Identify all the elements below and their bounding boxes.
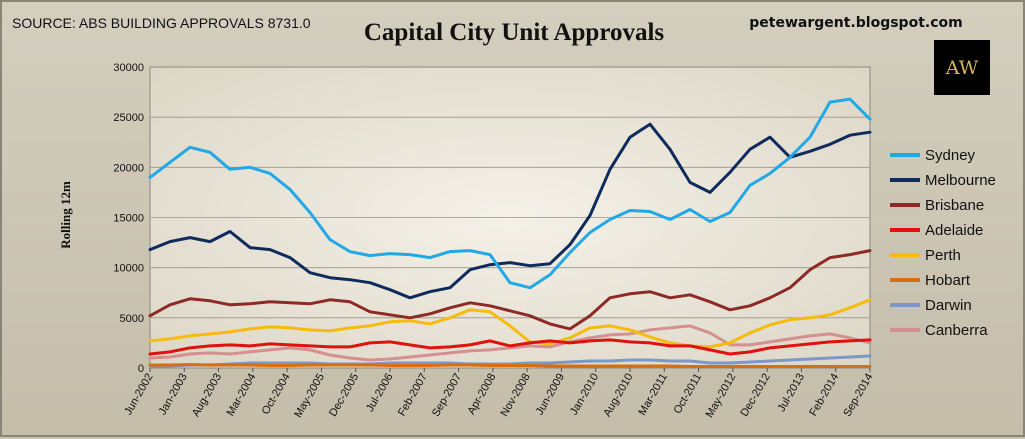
legend-item-brisbane: Brisbane (890, 197, 984, 214)
legend-item-melbourne: Melbourne (890, 172, 996, 189)
y-axis-label: Rolling 12m (58, 181, 73, 249)
series-line-canberra (148, 324, 872, 362)
legend-label: Sydney (925, 147, 976, 164)
x-tick-label: Sep-2014 (841, 372, 875, 419)
x-tick-label: Jan-2010 (568, 372, 601, 418)
x-tick-label: Feb-2014 (807, 372, 841, 419)
x-tick-label: Sep-2007 (430, 372, 464, 419)
x-tick-label: Jun-2009 (534, 372, 567, 418)
legend-item-sydney: Sydney (890, 147, 976, 164)
chart-title: Capital City Unit Approvals (364, 19, 665, 46)
legend-item-darwin: Darwin (890, 297, 972, 314)
y-tick-label: 15000 (113, 213, 144, 225)
blog-url: petewargent.blogspot.com (749, 15, 962, 31)
legend-label: Brisbane (925, 197, 984, 214)
source-label: SOURCE: ABS BUILDING APPROVALS 8731.0 (12, 15, 311, 31)
x-tick-label: Feb-2007 (396, 372, 430, 419)
x-tick-label: Nov-2008 (498, 372, 532, 419)
y-tick-label: 10000 (113, 263, 144, 275)
legend-label: Darwin (925, 297, 972, 314)
plot-area (148, 66, 872, 369)
x-tick-label: Dec-2012 (738, 372, 772, 419)
x-tick-label: May-2005 (292, 372, 327, 420)
y-axis-ticks: 0 5000 10000 15000 20000 25000 30000 (113, 62, 144, 375)
legend-label: Hobart (925, 272, 971, 289)
x-tick-label: Mar-2011 (636, 372, 670, 418)
series-lines (148, 97, 872, 368)
legend-label: Melbourne (925, 172, 996, 189)
y-tick-label: 25000 (113, 112, 144, 124)
legend-label: Canberra (925, 322, 988, 339)
series-line-sydney (148, 97, 872, 290)
x-tick-label: Oct-2011 (672, 372, 705, 416)
gridlines (150, 116, 870, 319)
logo-badge: AW (934, 40, 990, 95)
x-tick-label: Dec-2005 (327, 372, 361, 419)
x-tick-label: Apr-2008 (465, 372, 498, 417)
y-tick-label: 0 (138, 363, 144, 375)
y-tick-label: 5000 (120, 313, 144, 325)
x-tick-label: May-2012 (704, 372, 739, 420)
legend-label: Adelaide (925, 222, 983, 239)
x-tick-label: Aug-2003 (190, 372, 224, 419)
series-line-adelaide (148, 338, 872, 356)
x-tick-label: Jun-2002 (122, 372, 155, 418)
legend-label: Perth (925, 247, 961, 264)
x-tick-label: Jul-2006 (364, 372, 395, 415)
x-tick-label: Mar-2004 (225, 372, 259, 419)
x-tick-label: Jan-2003 (157, 372, 190, 418)
logo-text: AW (945, 57, 979, 79)
y-tick-label: 20000 (113, 162, 144, 174)
series-line-perth (148, 298, 872, 349)
x-tick-label: Oct-2004 (260, 372, 293, 417)
y-tick-label: 30000 (113, 62, 144, 74)
x-tick-label: Jul-2013 (776, 372, 807, 415)
legend-item-canberra: Canberra (890, 322, 988, 339)
legend-item-perth: Perth (890, 247, 961, 264)
series-line-brisbane (148, 249, 872, 331)
series-line-hobart (148, 363, 872, 368)
x-tick-label: Aug-2010 (601, 372, 635, 419)
series-line-melbourne (148, 122, 872, 300)
legend-item-hobart: Hobart (890, 272, 971, 289)
x-axis-ticks: Jun-2002 Jan-2003 Aug-2003 Mar-2004 Oct-2004… (122, 368, 876, 420)
legend: Sydney Melbourne Brisbane Adelaide Perth Hoba… (890, 147, 996, 339)
legend-item-adelaide: Adelaide (890, 222, 983, 239)
